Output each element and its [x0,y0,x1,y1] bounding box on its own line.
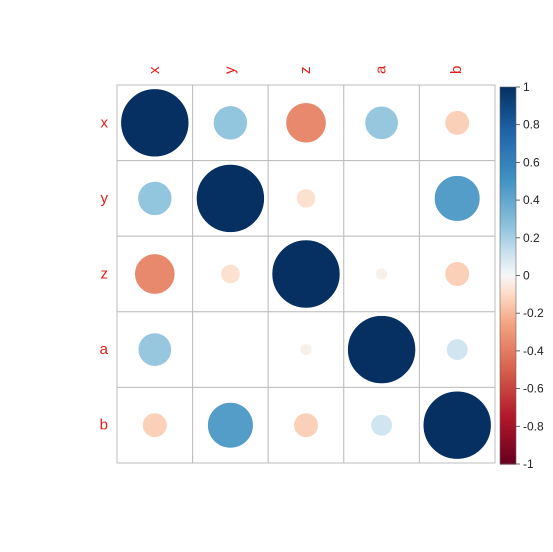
correlation-circle-z-x [134,253,176,295]
correlation-circle-x-y [213,105,248,141]
color-legend: -1 -0.8 -0.6 -0.4 -0.2 0 0.2 0.4 0.6 0.8 1 [499,80,544,471]
column-label-x: x [146,66,163,74]
row-label-a: a [100,341,109,358]
row-label-z: z [101,266,109,283]
column-label-a: a [373,65,390,74]
colorbar-tick-label: -1 [523,457,534,471]
row-label-y: y [101,190,109,207]
correlation-circle-z-z [271,239,341,309]
correlation-circle-y-y [196,164,265,233]
correlation-circle-a-z [299,343,313,356]
colorbar-tick-label: 0.2 [523,231,540,245]
correlation-cells [116,84,496,464]
correlation-circle-b-y [207,402,254,449]
cell-y-z [267,160,345,237]
correlation-circle-y-z [296,188,316,209]
correlation-circle-x-z [285,102,327,144]
colorbar-tick-label: -0.6 [523,382,544,396]
correlation-circle-a-a [347,315,416,384]
cell-y-a [343,160,420,237]
colorbar-tick-label: 0 [523,269,530,283]
colorbar-tick-label: -0.8 [523,419,544,433]
row-label-x: x [101,114,109,131]
colorbar-tick-label: -0.4 [523,344,544,358]
correlation-circle-z-y [220,264,241,284]
cell-b-a [343,386,420,464]
colorbar-tick-label: 1 [523,80,530,94]
colorbar-tick-label: 0.8 [523,118,540,132]
correlation-circle-x-a [364,105,399,140]
column-label-y: y [221,66,238,74]
correlation-circle-z-a [375,267,388,281]
colorbar-tick-label: -0.2 [523,306,544,320]
colorbar-tick-label: 0.6 [523,155,540,169]
correlation-circle-b-b [422,390,492,460]
correlation-circle-b-a [370,414,393,437]
correlation-circle-a-x [137,332,172,367]
cell-a-y [192,311,269,388]
row-label-b: b [100,417,108,434]
correlation-circle-x-x [120,88,190,158]
cell-z-b [418,235,496,313]
correlation-circle-a-b [446,338,469,361]
row-labels: x y z a b [100,114,109,433]
column-label-b: b [448,66,465,74]
colorbar-tick-label: 0.4 [523,193,540,207]
correlation-circle-b-x [142,412,168,438]
correlation-circle-y-b [434,175,481,222]
column-label-z: z [297,67,314,75]
correlation-circle-y-x [137,181,173,216]
correlation-circle-z-b [444,261,470,287]
correlation-circle-x-b [444,110,470,136]
correlation-circle-b-z [293,412,319,438]
